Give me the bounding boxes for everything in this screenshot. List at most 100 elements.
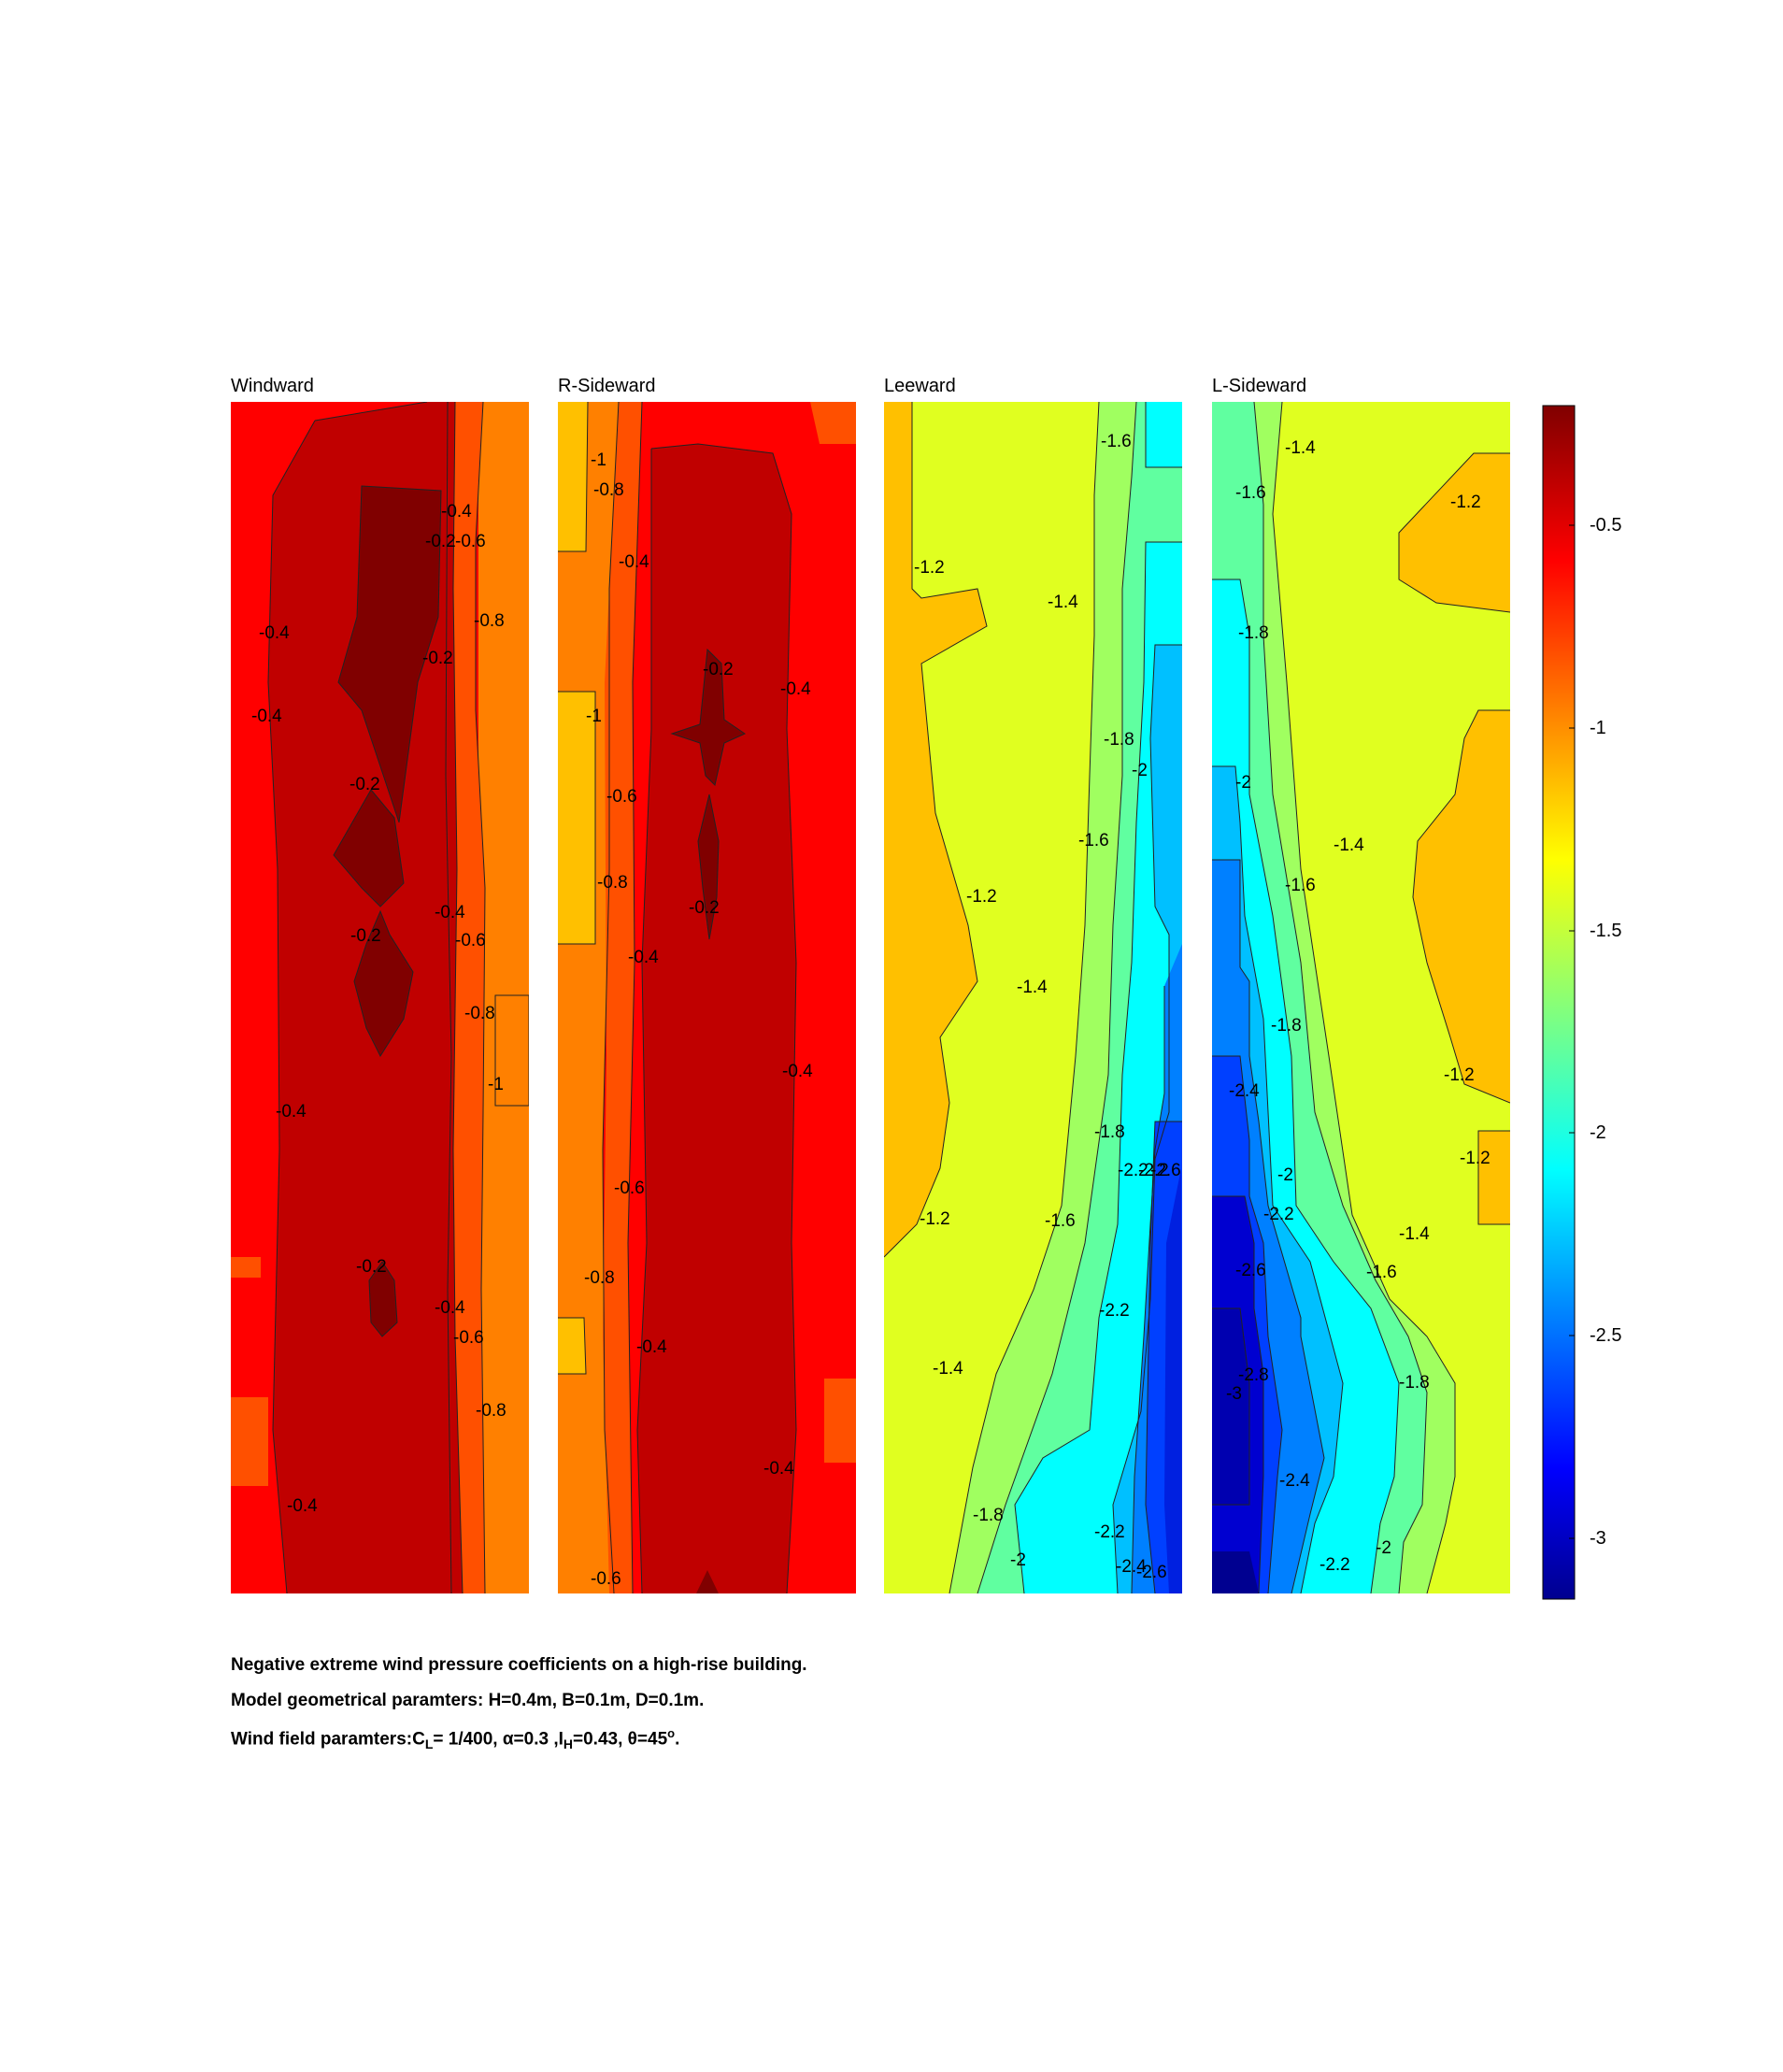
contour-label: -1.4	[1334, 836, 1364, 855]
contour-label: -2.2	[1138, 1161, 1169, 1180]
contour-label: -2	[1277, 1165, 1293, 1185]
contour-label: -1	[488, 1075, 504, 1094]
contour-label: -0.2	[703, 660, 734, 679]
contour-label: -0.2	[422, 649, 453, 668]
contour-label: -2.6	[1136, 1563, 1167, 1582]
contour-labels: -1 -0.8 -0.4 -0.2 -0.4 -1 -0.6 -0.8 -0.2…	[584, 450, 813, 1589]
contour-label: -1.2	[1444, 1065, 1475, 1085]
fill-region	[603, 402, 642, 1593]
fill-region	[1164, 1168, 1182, 1593]
contour-panel-r-sideward: -1 -0.8 -0.4 -0.2 -0.4 -1 -0.6 -0.8 -0.2…	[558, 402, 856, 1593]
fill-region	[558, 692, 595, 944]
panel-title-l-sideward: L-Sideward	[1212, 376, 1307, 396]
panel-title-leeward: Leeward	[884, 376, 956, 396]
fill-region	[1413, 710, 1510, 1103]
contour-label: -0.6	[453, 1328, 484, 1348]
fill-region	[672, 650, 745, 785]
contour-lines	[558, 402, 797, 1593]
caption-text: .	[675, 1729, 680, 1750]
contour-label: -0.6	[614, 1179, 645, 1198]
caption-subscript: H	[563, 1736, 574, 1752]
contour-label: -1.8	[973, 1506, 1004, 1525]
colorbar-tick-label: -2	[1590, 1122, 1606, 1143]
contour-label: -2.6	[1150, 1161, 1181, 1180]
contour-label: -0.4	[251, 707, 282, 726]
contour-label: -2.4	[1279, 1471, 1310, 1491]
contour-label: -1.2	[914, 558, 945, 578]
contour-label: -0.4	[636, 1337, 667, 1357]
contour-label: -0.2	[425, 532, 456, 551]
fill-region	[231, 1257, 261, 1278]
fill-region	[884, 402, 987, 1257]
colorbar-tick-label: -1.5	[1590, 921, 1622, 941]
fill-region	[354, 911, 413, 1056]
contour-label: -0.2	[350, 926, 381, 946]
contour-label: -1.4	[1399, 1224, 1430, 1244]
colorbar-tick-label: -1	[1590, 718, 1606, 738]
colorbar-tick-label: -0.5	[1590, 515, 1622, 536]
contour-label: -3	[1226, 1384, 1242, 1404]
contour-label: -2	[1235, 773, 1251, 793]
panel-title-r-sideward: R-Sideward	[558, 376, 656, 396]
contour-lines	[267, 402, 486, 1593]
contour-label: -1.8	[1094, 1122, 1125, 1142]
fill-region	[448, 402, 483, 1593]
contour-label: -0.4	[276, 1102, 307, 1122]
fill-region	[824, 1379, 856, 1463]
contour-label: -0.4	[287, 1496, 318, 1516]
contour-label: -1	[586, 707, 602, 726]
contour-label: -2	[1010, 1550, 1026, 1570]
fill-region	[369, 1262, 397, 1336]
contour-label: -1.4	[1048, 593, 1078, 612]
contour-label: -0.2	[349, 775, 380, 794]
contour-label: -1.2	[920, 1209, 950, 1229]
contour-label: -2.2	[1319, 1555, 1350, 1575]
caption-text: = 1/400, α=0.3 ,I	[433, 1729, 563, 1750]
contour-label: -2.6	[1235, 1261, 1266, 1280]
contour-label: -0.6	[455, 931, 486, 950]
fill-region	[338, 486, 441, 822]
contour-label: -1.8	[1399, 1373, 1430, 1393]
contour-label: -1.4	[1285, 438, 1316, 458]
contour-label: -2.4	[1116, 1557, 1147, 1577]
contour-label: -2.2	[1263, 1205, 1294, 1224]
contour-label: -2.2	[1118, 1161, 1148, 1180]
colorbar-tick-label: -3	[1590, 1528, 1606, 1549]
contour-label: -0.8	[464, 1004, 495, 1023]
contour-lines	[1212, 402, 1510, 1593]
contour-label: -1.6	[1078, 831, 1109, 850]
contour-label: -0.4	[782, 1062, 813, 1081]
panel-title-windward: Windward	[231, 376, 314, 396]
fill-region	[810, 402, 856, 444]
contour-label: -1.6	[1285, 876, 1316, 895]
fill-region	[1146, 402, 1182, 467]
caption-text: =0.43, θ=45	[573, 1729, 668, 1750]
contour-label: -0.8	[476, 1401, 506, 1421]
fill-region	[696, 1570, 719, 1593]
contour-lines	[884, 402, 1182, 1593]
contour-label: -2.2	[1099, 1301, 1130, 1321]
fill-region	[1212, 1308, 1249, 1505]
contour-label: -1.2	[1460, 1149, 1491, 1168]
caption-line-1: Negative extreme wind pressure coefficie…	[231, 1655, 807, 1675]
contour-label: -1.2	[966, 887, 997, 907]
colorbar-tick-label: -2.5	[1590, 1325, 1622, 1346]
contour-label: -2.4	[1229, 1081, 1260, 1101]
contour-label: -0.8	[584, 1268, 615, 1288]
contour-label: -1.6	[1045, 1211, 1076, 1231]
fill-region	[698, 794, 719, 939]
fill-region	[1399, 453, 1510, 612]
contour-label: -1	[591, 450, 606, 470]
contour-label: -1.4	[933, 1359, 963, 1379]
contour-label: -1.8	[1104, 730, 1134, 750]
contour-label: -0.4	[780, 679, 811, 699]
contour-label: -0.4	[763, 1459, 794, 1479]
colorbar	[1542, 405, 1576, 1600]
caption-line-2: Model geometrical paramters: H=0.4m, B=0…	[231, 1691, 705, 1710]
contour-label: -1.4	[1017, 978, 1048, 997]
caption-line-3: Wind field paramters:CL= 1/400, α=0.3 ,I…	[231, 1726, 679, 1751]
contour-label: -0.8	[597, 873, 628, 893]
fill-region	[637, 444, 796, 1593]
caption-text: Wind field paramters:C	[231, 1729, 425, 1750]
caption-subscript: L	[424, 1736, 434, 1752]
